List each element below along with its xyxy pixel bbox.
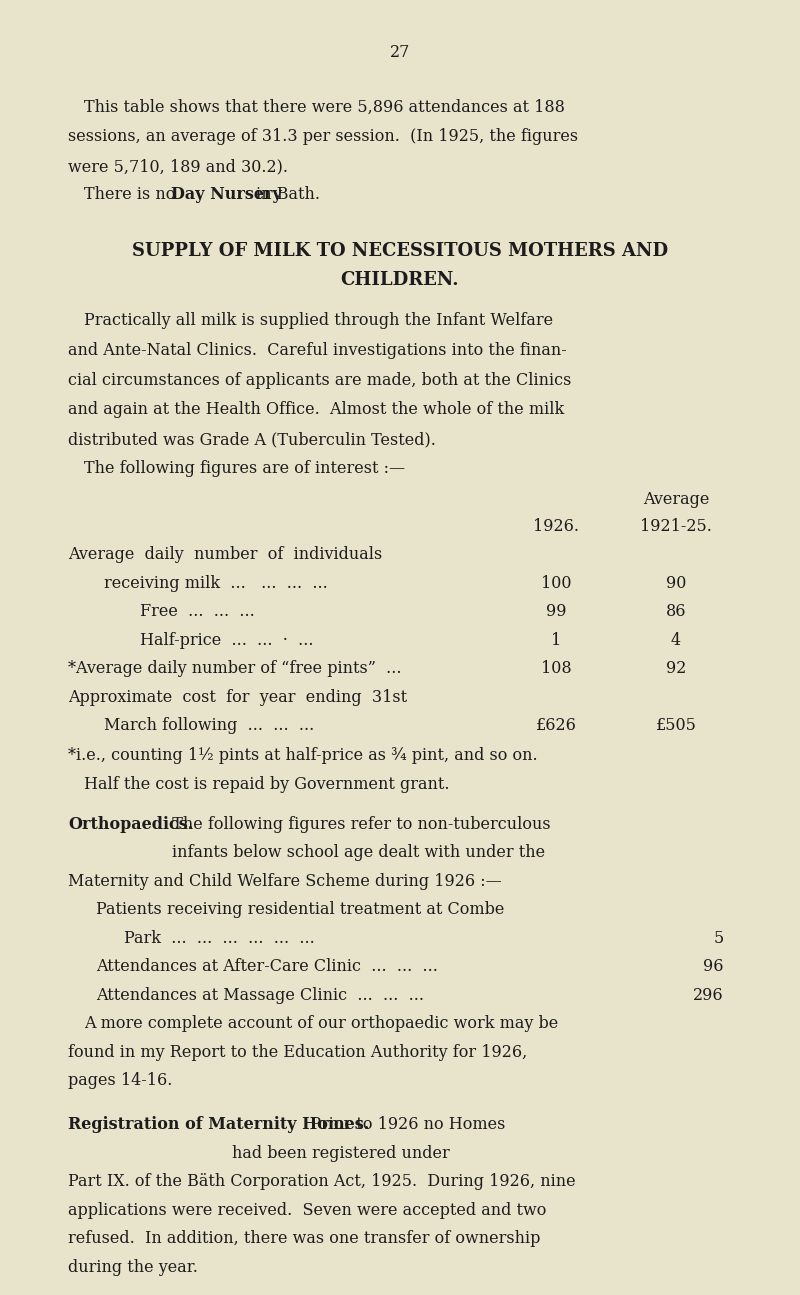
Text: distributed was Grade A (Tuberculin Tested).: distributed was Grade A (Tuberculin Test… xyxy=(68,431,436,448)
Text: 27: 27 xyxy=(390,44,410,61)
Text: SUPPLY OF MILK TO NECESSITOUS MOTHERS AND: SUPPLY OF MILK TO NECESSITOUS MOTHERS AN… xyxy=(132,242,668,260)
Text: and Ante-Natal Clinics.  Careful investigations into the finan-: and Ante-Natal Clinics. Careful investig… xyxy=(68,342,566,359)
Text: Attendances at Massage Clinic  ...  ...  ...: Attendances at Massage Clinic ... ... ..… xyxy=(96,987,424,1004)
Text: £626: £626 xyxy=(535,717,577,734)
Text: There is no: There is no xyxy=(84,186,181,203)
Text: Approximate  cost  for  year  ending  31st: Approximate cost for year ending 31st xyxy=(68,689,407,706)
Text: 96: 96 xyxy=(703,958,724,975)
Text: Part IX. of the Bäth Corporation Act, 1925.  During 1926, nine: Part IX. of the Bäth Corporation Act, 19… xyxy=(68,1173,576,1190)
Text: 4: 4 xyxy=(671,632,681,649)
Text: 86: 86 xyxy=(666,603,686,620)
Text: Half the cost is repaid by Government grant.: Half the cost is repaid by Government gr… xyxy=(84,776,450,793)
Text: Day Nursery: Day Nursery xyxy=(171,186,282,203)
Text: pages 14-16.: pages 14-16. xyxy=(68,1072,172,1089)
Text: and again at the Health Office.  Almost the whole of the milk: and again at the Health Office. Almost t… xyxy=(68,401,564,418)
Text: Average  daily  number  of  individuals: Average daily number of individuals xyxy=(68,546,382,563)
Text: applications were received.  Seven were accepted and two: applications were received. Seven were a… xyxy=(68,1202,546,1219)
Text: in Bath.: in Bath. xyxy=(250,186,320,203)
Text: A more complete account of our orthopaedic work may be: A more complete account of our orthopaed… xyxy=(84,1015,558,1032)
Text: 100: 100 xyxy=(541,575,571,592)
Text: CHILDREN.: CHILDREN. xyxy=(341,271,459,289)
Text: Attendances at After-Care Clinic  ...  ...  ...: Attendances at After-Care Clinic ... ...… xyxy=(96,958,438,975)
Text: Orthopaedics.: Orthopaedics. xyxy=(68,816,194,833)
Text: during the year.: during the year. xyxy=(68,1259,198,1276)
Text: had been registered under: had been registered under xyxy=(232,1145,450,1162)
Text: This table shows that there were 5,896 attendances at 188: This table shows that there were 5,896 a… xyxy=(84,98,565,115)
Text: found in my Report to the Education Authority for 1926,: found in my Report to the Education Auth… xyxy=(68,1044,527,1061)
Text: 92: 92 xyxy=(666,660,686,677)
Text: Half-price  ...  ...  ·  ...: Half-price ... ... · ... xyxy=(140,632,314,649)
Text: 1: 1 xyxy=(551,632,561,649)
Text: Average: Average xyxy=(643,491,709,508)
Text: *Average daily number of “free pints”  ...: *Average daily number of “free pints” ..… xyxy=(68,660,402,677)
Text: *i.e., counting 1½ pints at half-price as ¾ pint, and so on.: *i.e., counting 1½ pints at half-price a… xyxy=(68,747,538,764)
Text: Practically all milk is supplied through the Infant Welfare: Practically all milk is supplied through… xyxy=(84,312,553,329)
Text: March following  ...  ...  ...: March following ... ... ... xyxy=(104,717,314,734)
Text: 90: 90 xyxy=(666,575,686,592)
Text: refused.  In addition, there was one transfer of ownership: refused. In addition, there was one tran… xyxy=(68,1230,540,1247)
Text: The following figures refer to non-tuberculous: The following figures refer to non-tuber… xyxy=(162,816,551,833)
Text: 1926.: 1926. xyxy=(533,518,579,535)
Text: Park  ...  ...  ...  ...  ...  ...: Park ... ... ... ... ... ... xyxy=(124,930,314,947)
Text: were 5,710, 189 and 30.2).: were 5,710, 189 and 30.2). xyxy=(68,158,288,175)
Text: infants below school age dealt with under the: infants below school age dealt with unde… xyxy=(172,844,545,861)
Text: Free  ...  ...  ...: Free ... ... ... xyxy=(140,603,254,620)
Text: 99: 99 xyxy=(546,603,566,620)
Text: 5: 5 xyxy=(714,930,724,947)
Text: 1921-25.: 1921-25. xyxy=(640,518,712,535)
Text: Maternity and Child Welfare Scheme during 1926 :—: Maternity and Child Welfare Scheme durin… xyxy=(68,873,502,890)
Text: 296: 296 xyxy=(694,987,724,1004)
Text: The following figures are of interest :—: The following figures are of interest :— xyxy=(84,460,405,477)
Text: Patients receiving residential treatment at Combe: Patients receiving residential treatment… xyxy=(96,901,504,918)
Text: £505: £505 xyxy=(655,717,697,734)
Text: sessions, an average of 31.3 per session.  (In 1925, the figures: sessions, an average of 31.3 per session… xyxy=(68,128,578,145)
Text: Prior to 1926 no Homes: Prior to 1926 no Homes xyxy=(300,1116,506,1133)
Text: 108: 108 xyxy=(541,660,571,677)
Text: receiving milk  ...   ...  ...  ...: receiving milk ... ... ... ... xyxy=(104,575,328,592)
Text: Registration of Maternity Homes.: Registration of Maternity Homes. xyxy=(68,1116,370,1133)
Text: cial circumstances of applicants are made, both at the Clinics: cial circumstances of applicants are mad… xyxy=(68,372,571,388)
